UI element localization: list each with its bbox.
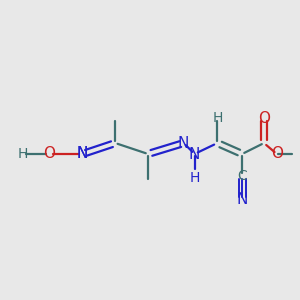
Text: H: H xyxy=(189,171,200,185)
Text: H: H xyxy=(18,147,28,161)
Text: O: O xyxy=(258,111,270,126)
Text: C: C xyxy=(237,169,247,183)
Text: H: H xyxy=(212,111,223,125)
Text: N: N xyxy=(77,146,88,161)
Text: N: N xyxy=(189,147,200,162)
Text: O: O xyxy=(43,146,55,161)
Text: N: N xyxy=(236,192,248,207)
Text: N: N xyxy=(178,136,189,151)
Text: N: N xyxy=(77,146,88,161)
Text: O: O xyxy=(271,146,283,161)
